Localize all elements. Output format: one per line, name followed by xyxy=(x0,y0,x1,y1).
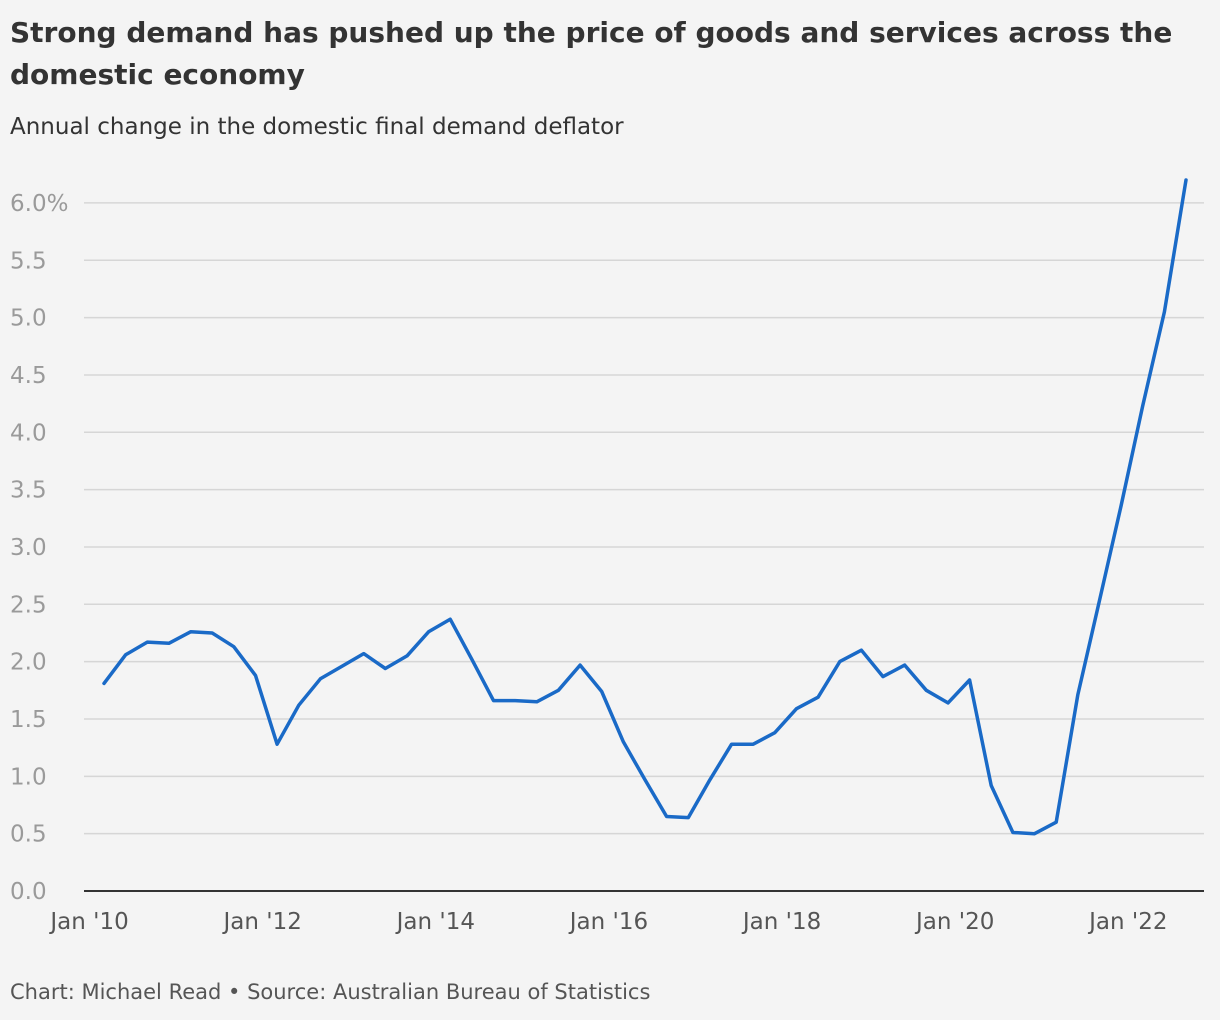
y-tick-label: 6.0% xyxy=(10,191,68,217)
y-tick-label: 4.5 xyxy=(10,363,47,389)
y-tick-label: 3.0 xyxy=(10,535,47,561)
x-tick-label: Jan '12 xyxy=(222,909,302,935)
x-axis: Jan '10 Jan '12 Jan '14 Jan '16 Jan '18 Jan '… xyxy=(48,890,1204,935)
x-tick-label: Jan '20 xyxy=(914,909,994,935)
x-tick-label: Jan '18 xyxy=(741,909,821,935)
y-tick-label: 3.5 xyxy=(10,478,47,504)
y-tick-label: 5.0 xyxy=(10,306,47,332)
chart-footer: Chart: Michael Read • Source: Australian… xyxy=(10,980,651,1004)
y-tick-label: 0.5 xyxy=(10,822,47,848)
x-tick-label: Jan '10 xyxy=(48,909,128,935)
x-tick-label: Jan '14 xyxy=(395,909,475,935)
y-tick-label: 5.5 xyxy=(10,248,47,274)
series-line xyxy=(102,178,1188,836)
y-tick-label: 1.5 xyxy=(10,707,47,733)
gridlines xyxy=(84,202,1204,835)
x-tick-label: Jan '22 xyxy=(1087,909,1167,935)
y-tick-label: 2.0 xyxy=(10,650,47,676)
y-axis-tick-labels: 0.0 0.5 1.0 1.5 2.0 2.5 3.0 3.5 4.0 4.5 5.0 5.5 6.0% xyxy=(10,191,68,905)
chart-title: Strong demand has pushed up the price of… xyxy=(10,16,1173,91)
x-tick-label: Jan '16 xyxy=(568,909,648,935)
series-layer xyxy=(102,178,1188,836)
y-tick-label: 0.0 xyxy=(10,879,47,905)
y-tick-label: 2.5 xyxy=(10,592,47,618)
y-tick-label: 1.0 xyxy=(10,764,47,790)
chart-subtitle: Annual change in the domestic final dema… xyxy=(10,114,624,140)
y-tick-label: 4.0 xyxy=(10,420,47,446)
